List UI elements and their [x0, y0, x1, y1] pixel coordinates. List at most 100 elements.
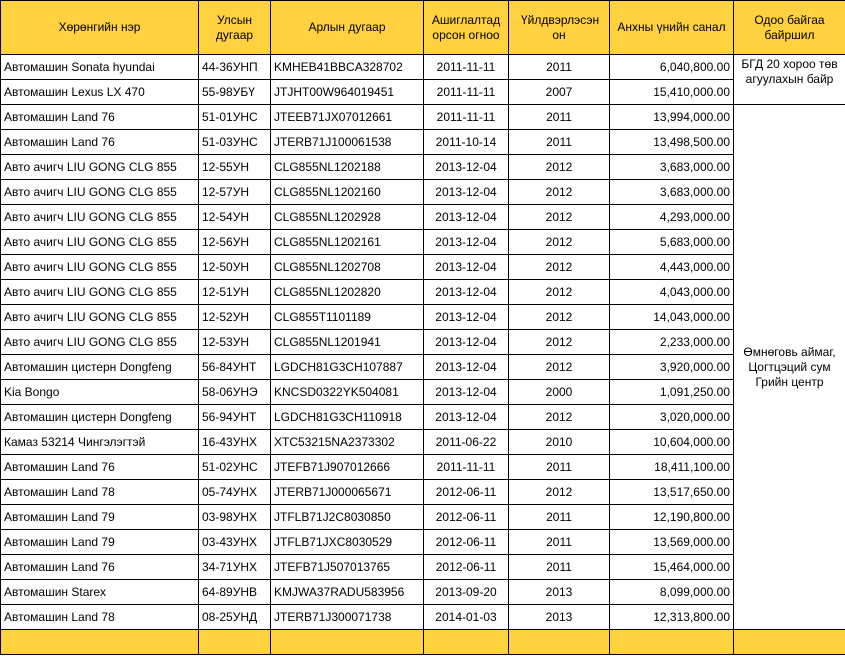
table-cell: 2012-06-11 — [423, 554, 509, 580]
location-cell: Өмнөговь аймаг, Цогтцэций сум Грийн цент… — [733, 104, 845, 630]
table-cell: JTERB71J000065671 — [270, 479, 424, 505]
table-cell: 12-53УН — [198, 329, 271, 355]
table-cell: 12,190,800.00 — [609, 504, 734, 530]
table-cell: KNCSD0322YK504081 — [270, 379, 424, 405]
table-cell: 2012 — [508, 279, 610, 305]
table-cell: 2011 — [508, 129, 610, 155]
table-row: Камаз 53214 Чингэлэгтэй 16-43УНХ XTC53215N… — [0, 429, 845, 455]
table-cell: CLG855NL1201941 — [270, 329, 424, 355]
table-cell: 2014-01-03 — [423, 604, 509, 630]
table-cell: 13,994,000.00 — [609, 104, 734, 130]
table-cell: 2012 — [508, 154, 610, 180]
table-cell: 2012 — [508, 404, 610, 430]
header-cell: Үйлдвэрлэсэн он — [508, 0, 610, 55]
table-cell: 12-52УН — [198, 304, 271, 330]
table-cell: 2,233,000.00 — [609, 329, 734, 355]
table-cell: JTEFB71J907012666 — [270, 454, 424, 480]
table-cell: KMHEB41BBCA328702 — [270, 54, 424, 80]
table-cell: 2012-06-11 — [423, 479, 509, 505]
table-cell: 14,043,000.00 — [609, 304, 734, 330]
table-row: Автомашин Land 79 03-98УНХ JTFLB71J2C80308… — [0, 504, 845, 530]
table-cell: JTEFB71J507013765 — [270, 554, 424, 580]
table-cell: Автомашин Land 79 — [0, 529, 199, 555]
table-cell: Авто ачигч LIU GONG CLG 855 — [0, 154, 199, 180]
footer-cell — [423, 629, 509, 655]
table-cell: Автомашин цистерн Dongfeng — [0, 354, 199, 380]
table-cell: 4,043,000.00 — [609, 279, 734, 305]
location-cell: БГД 20 хороо төв агуулахын байр — [733, 54, 845, 105]
table-row: Автомашин Land 76 51-01УНС JTEEB71JX070126… — [0, 104, 845, 630]
table-cell: 15,410,000.00 — [609, 79, 734, 105]
table-cell: JTFLB71J2C8030850 — [270, 504, 424, 530]
table-cell: 2011-06-22 — [423, 429, 509, 455]
table-row: Автомашин Land 76 51-03УНС JTERB71J1000615… — [0, 129, 845, 155]
table-cell: CLG855NL1202820 — [270, 279, 424, 305]
table-cell: 12-55УН — [198, 154, 271, 180]
table-cell: 2013-12-04 — [423, 279, 509, 305]
table-cell: 2013-12-04 — [423, 304, 509, 330]
table-cell: 10,604,000.00 — [609, 429, 734, 455]
table-cell: 2011 — [508, 504, 610, 530]
table-header: Хөрөнгийн нэр Улсын дугаар Арлын дугаар … — [0, 0, 845, 55]
header-cell: Одоо байгаа байршил — [733, 0, 845, 55]
table-cell: 2011-11-11 — [423, 79, 509, 105]
table-cell: 2013-12-04 — [423, 154, 509, 180]
table-row: Автомашин цистерн Dongfeng 56-94УНТ LGDCH8… — [0, 404, 845, 430]
footer-cell — [733, 629, 845, 655]
table-row: Автомашин Sonata hyundai 44-36УНП KMHEB41B… — [0, 54, 845, 105]
table-cell: 2012 — [508, 354, 610, 380]
table-row: Автомашин Land 78 05-74УНХ JTERB71J0000656… — [0, 479, 845, 505]
table-cell: 2000 — [508, 379, 610, 405]
table-cell: 3,020,000.00 — [609, 404, 734, 430]
table-cell: 2011-11-11 — [423, 104, 509, 130]
table-body: Автомашин Sonata hyundai 44-36УНП KMHEB41B… — [0, 54, 845, 655]
table-row: Авто ачигч LIU GONG CLG 855 12-52УН CLG855… — [0, 304, 845, 330]
table-cell: 12-51УН — [198, 279, 271, 305]
table-cell: 2013-12-04 — [423, 329, 509, 355]
header-cell: Улсын дугаар — [198, 0, 271, 55]
table-cell: 16-43УНХ — [198, 429, 271, 455]
table-cell: LGDCH81G3CH107887 — [270, 354, 424, 380]
footer-cell — [508, 629, 610, 655]
table-cell: 3,920,000.00 — [609, 354, 734, 380]
table-cell: Авто ачигч LIU GONG CLG 855 — [0, 304, 199, 330]
table-cell: 2012 — [508, 229, 610, 255]
header-cell: Арлын дугаар — [270, 0, 424, 55]
table-row: Авто ачигч LIU GONG CLG 855 12-53УН CLG855… — [0, 329, 845, 355]
table-cell: XTC53215NA2373302 — [270, 429, 424, 455]
table-row: Авто ачигч LIU GONG CLG 855 12-55УН CLG855… — [0, 154, 845, 180]
table-cell: 2011 — [508, 554, 610, 580]
table-cell: 12-50УН — [198, 254, 271, 280]
table-cell: 05-74УНХ — [198, 479, 271, 505]
table-cell: 12,313,800.00 — [609, 604, 734, 630]
header-cell: Анхны үнийн санал — [609, 0, 734, 55]
table-cell: 2011 — [508, 54, 610, 80]
table-cell: 2010 — [508, 429, 610, 455]
table-cell: Автомашин Land 78 — [0, 479, 199, 505]
header-cell: Хөрөнгийн нэр — [0, 0, 199, 55]
table-row: Автомашин Land 76 34-71УНХ JTEFB71J5070137… — [0, 554, 845, 580]
footer-row — [0, 629, 845, 655]
table-cell: Автомашин цистерн Dongfeng — [0, 404, 199, 430]
table-cell: 15,464,000.00 — [609, 554, 734, 580]
table-cell: Автомашин Land 76 — [0, 554, 199, 580]
header-row: Хөрөнгийн нэр Улсын дугаар Арлын дугаар … — [0, 0, 845, 55]
table-cell: 2007 — [508, 79, 610, 105]
table-cell: 56-94УНТ — [198, 404, 271, 430]
table-cell: LGDCH81G3CH110918 — [270, 404, 424, 430]
table-row: Автомашин Starex 64-89УНВ KMJWA37RADU58395… — [0, 579, 845, 605]
table-cell: JTFLB71JXC8030529 — [270, 529, 424, 555]
table-cell: 2012 — [508, 479, 610, 505]
table-cell: CLG855NL1202708 — [270, 254, 424, 280]
table-cell: 18,411,100.00 — [609, 454, 734, 480]
table-cell: 12-54УН — [198, 204, 271, 230]
table-cell: 2011 — [508, 454, 610, 480]
table-cell: CLG855T1101189 — [270, 304, 424, 330]
table-cell: CLG855NL1202188 — [270, 154, 424, 180]
table-cell: CLG855NL1202160 — [270, 179, 424, 205]
table-cell: 4,293,000.00 — [609, 204, 734, 230]
table-cell: Авто ачигч LIU GONG CLG 855 — [0, 204, 199, 230]
table-cell: 2013-12-04 — [423, 179, 509, 205]
table-cell: CLG855NL1202161 — [270, 229, 424, 255]
